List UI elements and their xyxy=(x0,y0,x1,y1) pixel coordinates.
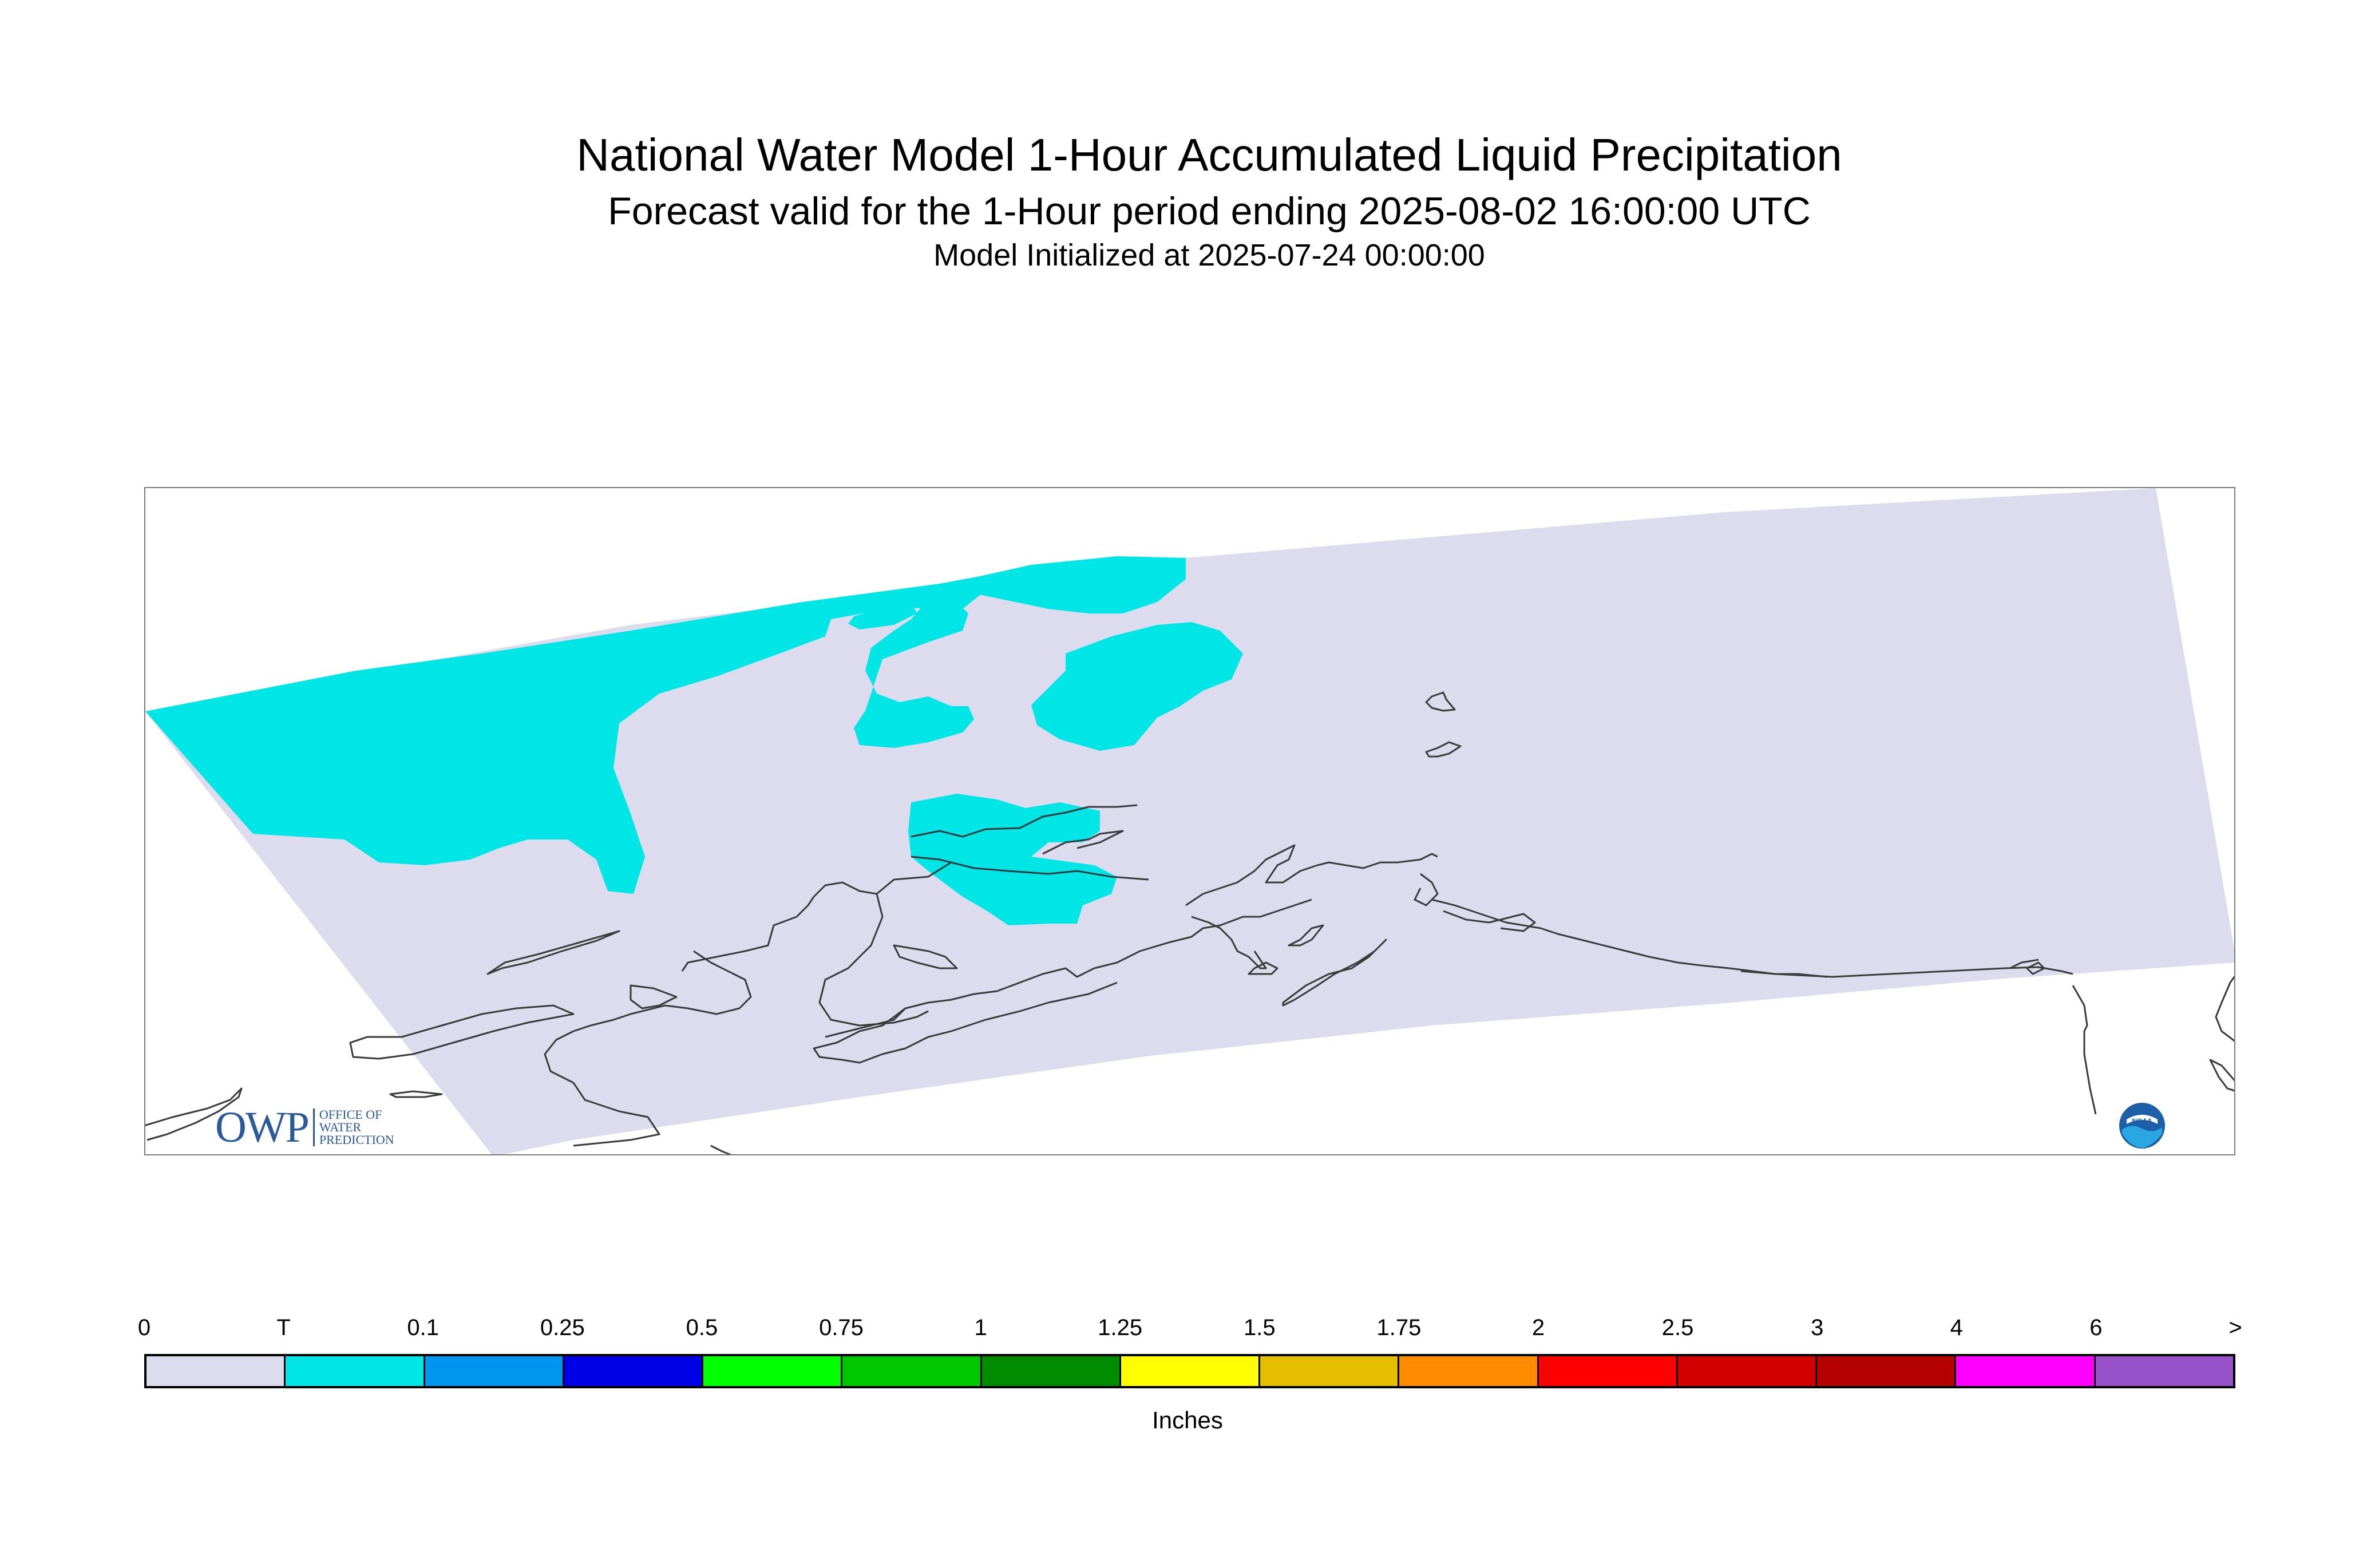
owp-logo-line3: PREDICTION xyxy=(319,1133,394,1147)
owp-logo-line1: OFFICE OF xyxy=(319,1107,382,1122)
legend-swatch xyxy=(1956,1356,2096,1386)
owp-logo-mark: OWP xyxy=(215,1103,310,1151)
legend-swatch xyxy=(425,1356,564,1386)
precip-area-central xyxy=(854,596,974,748)
legend-label: 2 xyxy=(1531,1315,1545,1340)
legend-label: 1.5 xyxy=(1243,1315,1276,1340)
model-initialized-line: Model Initialized at 2025-07-24 00:00:00 xyxy=(933,238,1485,272)
legend-label: 0.5 xyxy=(686,1315,718,1340)
legend-label: 0 xyxy=(137,1315,151,1340)
map-panel xyxy=(144,487,2235,1155)
forecast-valid-subtitle: Forecast valid for the 1-Hour period end… xyxy=(608,189,1811,233)
legend-label: 1.75 xyxy=(1376,1315,1422,1340)
legend-label: 3 xyxy=(1811,1315,1824,1340)
owp-logo-text: OFFICE OF WATER PREDICTION xyxy=(319,1108,394,1146)
legend-label: 0.75 xyxy=(819,1315,864,1340)
legend-swatch xyxy=(703,1356,843,1386)
color-legend xyxy=(144,1354,2235,1388)
precip-area-south xyxy=(908,794,1117,925)
legend-label: 6 xyxy=(2089,1315,2103,1340)
coastlines xyxy=(145,691,2234,1154)
precip-area-west xyxy=(145,576,985,894)
legend-swatch xyxy=(842,1356,982,1386)
legend-swatch xyxy=(1399,1356,1539,1386)
legend-swatch xyxy=(1260,1356,1400,1386)
legend-label: > xyxy=(2228,1315,2242,1340)
legend-swatch xyxy=(1121,1356,1261,1386)
precip-area-north xyxy=(974,556,1186,613)
owp-logo: OWP OFFICE OF WATER PREDICTION xyxy=(215,1103,394,1151)
legend-label: T xyxy=(276,1315,291,1340)
legend-label: 4 xyxy=(1950,1315,1963,1340)
legend-swatch xyxy=(564,1356,704,1386)
noaa-logo-text: NOAA xyxy=(2132,1117,2152,1125)
precip-area-east xyxy=(1031,622,1243,751)
legend-label: 0.1 xyxy=(407,1315,439,1340)
legend-label: 0.25 xyxy=(540,1315,585,1340)
legend-swatch xyxy=(1677,1356,1818,1386)
legend-swatch xyxy=(1538,1356,1678,1386)
legend-swatch xyxy=(1817,1356,1957,1386)
legend-swatch xyxy=(981,1356,1121,1386)
legend-units: Inches xyxy=(1152,1407,1223,1434)
legend-swatch xyxy=(2095,1356,2233,1386)
map-canvas xyxy=(145,488,2234,1154)
legend-swatch xyxy=(147,1356,286,1386)
page-title: National Water Model 1-Hour Accumulated … xyxy=(576,129,1842,180)
owp-logo-line2: WATER xyxy=(319,1120,362,1134)
legend-label: 1 xyxy=(974,1315,987,1340)
noaa-logo: NOAA xyxy=(2119,1103,2165,1149)
legend-swatch xyxy=(286,1356,425,1386)
owp-logo-divider xyxy=(312,1108,315,1146)
precip-area-islet xyxy=(848,601,917,629)
legend-label: 2.5 xyxy=(1661,1315,1694,1340)
legend-label: 1.25 xyxy=(1098,1315,1143,1340)
